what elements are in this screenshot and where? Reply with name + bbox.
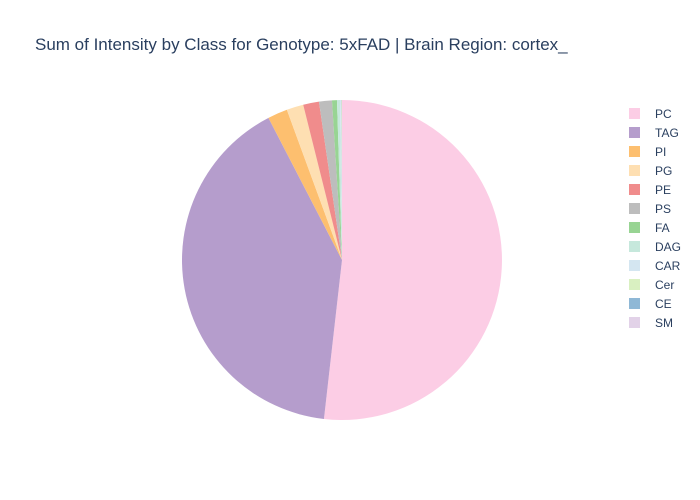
pie-slices xyxy=(182,99,502,420)
legend-item-pi[interactable]: PI xyxy=(629,145,666,159)
legend-item-sm[interactable]: SM xyxy=(629,316,673,330)
legend-swatch xyxy=(629,184,640,195)
legend-item-ps[interactable]: PS xyxy=(629,202,671,216)
pie-slice-pi xyxy=(268,109,342,260)
legend-swatch xyxy=(629,260,640,271)
legend-label: TAG xyxy=(655,126,679,140)
legend-item-tag[interactable]: TAG xyxy=(629,126,679,140)
legend-swatch xyxy=(629,317,640,328)
pie-slice-fa xyxy=(331,100,342,260)
legend-label: PG xyxy=(655,164,672,178)
legend-label: FA xyxy=(655,221,670,235)
legend-swatch xyxy=(629,127,640,138)
legend-label: PC xyxy=(655,107,672,121)
legend-swatch xyxy=(629,108,640,119)
pie-slice-ps xyxy=(318,100,342,260)
pie-slice-tag xyxy=(182,117,342,419)
pie-slice-car xyxy=(339,100,342,260)
legend-label: PE xyxy=(655,183,671,197)
legend-swatch xyxy=(629,279,640,290)
legend-label: Cer xyxy=(655,278,674,292)
legend-label: PI xyxy=(655,145,666,159)
legend-item-car[interactable]: CAR xyxy=(629,259,681,273)
pie-slice-cer xyxy=(340,99,342,260)
legend-swatch xyxy=(629,298,640,309)
legend-swatch xyxy=(629,241,640,252)
legend-swatch xyxy=(629,146,640,157)
pie-slice-dag xyxy=(336,100,342,260)
legend-swatch xyxy=(629,203,640,214)
legend-label: DAG xyxy=(655,240,681,254)
legend-item-dag[interactable]: DAG xyxy=(629,240,681,254)
legend-item-fa[interactable]: FA xyxy=(629,221,670,235)
legend-item-pc[interactable]: PC xyxy=(629,107,672,121)
pie-slice-ce xyxy=(341,99,342,260)
pie-slice-pc xyxy=(323,100,502,420)
legend-label: SM xyxy=(655,316,673,330)
pie-slice-pe xyxy=(303,101,342,260)
legend-swatch xyxy=(629,222,640,233)
legend-label: PS xyxy=(655,202,671,216)
pie-slice-pg xyxy=(286,104,342,260)
legend-label: CE xyxy=(655,297,672,311)
legend-item-ce[interactable]: CE xyxy=(629,297,672,311)
chart-title: Sum of Intensity by Class for Genotype: … xyxy=(35,35,568,54)
legend-label: CAR xyxy=(655,259,681,273)
legend-swatch xyxy=(629,165,640,176)
legend-item-pg[interactable]: PG xyxy=(629,164,672,178)
legend-item-cer[interactable]: Cer xyxy=(629,278,674,292)
legend-item-pe[interactable]: PE xyxy=(629,183,671,197)
legend: PC TAG PI PG PE PS FA DAG CAR Cer CE SM xyxy=(629,107,681,330)
